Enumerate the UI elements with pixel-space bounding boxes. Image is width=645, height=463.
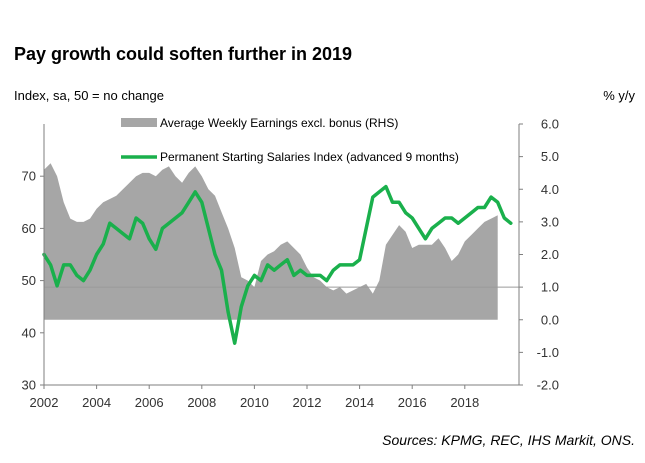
- right-tick-label: 1.0: [541, 280, 559, 295]
- x-tick-label: 2006: [135, 395, 164, 410]
- area-layer: [44, 163, 498, 320]
- right-tick-label: 4.0: [541, 182, 559, 197]
- right-tick-label: 5.0: [541, 149, 559, 164]
- x-tick-label: 2010: [240, 395, 269, 410]
- left-axis-label: Index, sa, 50 = no change: [14, 88, 164, 103]
- legend: Average Weekly Earnings excl. bonus (RHS…: [121, 116, 459, 164]
- chart-title: Pay growth could soften further in 2019: [14, 44, 353, 64]
- source-note: Sources: KPMG, REC, IHS Markit, ONS.: [382, 432, 635, 448]
- x-tick-label: 2018: [450, 395, 479, 410]
- left-tick-label: 60: [22, 221, 36, 236]
- right-tick-label: 2.0: [541, 247, 559, 262]
- x-tick-label: 2002: [30, 395, 59, 410]
- left-tick-label: 70: [22, 169, 36, 184]
- x-tick-label: 2014: [345, 395, 374, 410]
- salaries-line-series: [42, 184, 513, 345]
- legend-line-label: Permanent Starting Salaries Index (advan…: [160, 150, 459, 164]
- x-tick-label: 2008: [187, 395, 216, 410]
- axes-layer: 30 40 50 60 70 -2.0 -1.0 0.0 1.0 2.0 3.0 4.0 5.0 6.0 2…: [22, 117, 559, 411]
- right-tick-label: 3.0: [541, 214, 559, 229]
- left-tick-label: 30: [22, 378, 36, 393]
- x-tick-label: 2012: [293, 395, 322, 410]
- awe-area-series: [44, 163, 498, 320]
- x-tick-label: 2004: [82, 395, 111, 410]
- legend-area-label: Average Weekly Earnings excl. bonus (RHS…: [160, 116, 398, 130]
- right-axis-label: % y/y: [603, 88, 635, 103]
- line-layer: [42, 184, 513, 345]
- left-tick-label: 40: [22, 325, 36, 340]
- right-tick-label: 0.0: [541, 312, 559, 327]
- right-tick-label: 6.0: [541, 117, 559, 132]
- right-tick-label: -2.0: [537, 378, 559, 393]
- left-tick-label: 50: [22, 273, 36, 288]
- legend-area-swatch: [121, 118, 157, 127]
- right-tick-label: -1.0: [537, 345, 559, 360]
- x-tick-label: 2016: [398, 395, 427, 410]
